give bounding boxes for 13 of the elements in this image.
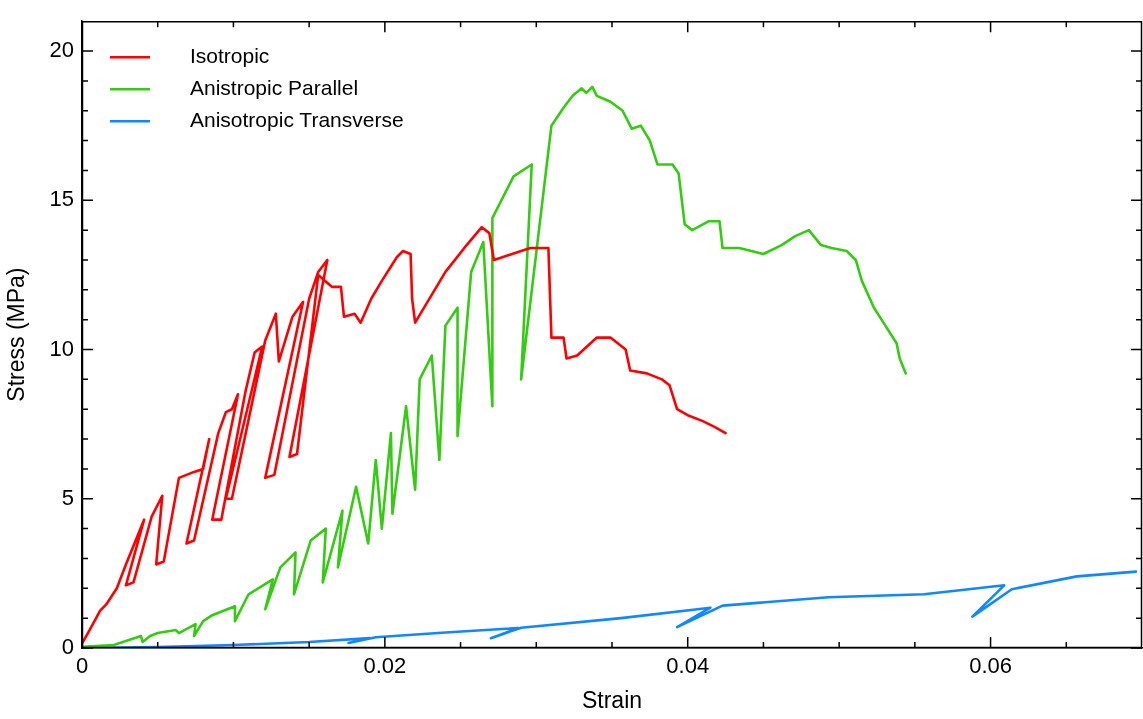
y-axis-title: Stress (MPa) (3, 267, 30, 402)
y-tick-label: 20 (49, 37, 74, 63)
x-tick-label: 0.06 (969, 653, 1012, 679)
legend-label: Isotropic (190, 44, 270, 67)
y-tick-label: 5 (61, 484, 74, 510)
x-tick-label: 0.04 (666, 653, 710, 679)
y-tick-label: 15 (49, 186, 74, 212)
legend-label: Anistropic Parallel (190, 76, 359, 99)
y-tick-label: 0 (61, 634, 74, 660)
legend-label: Anisotropic Transverse (190, 108, 404, 131)
x-tick-label: 0.02 (363, 653, 407, 679)
x-axis-title: Strain (581, 686, 643, 713)
y-tick-label: 10 (49, 335, 74, 361)
